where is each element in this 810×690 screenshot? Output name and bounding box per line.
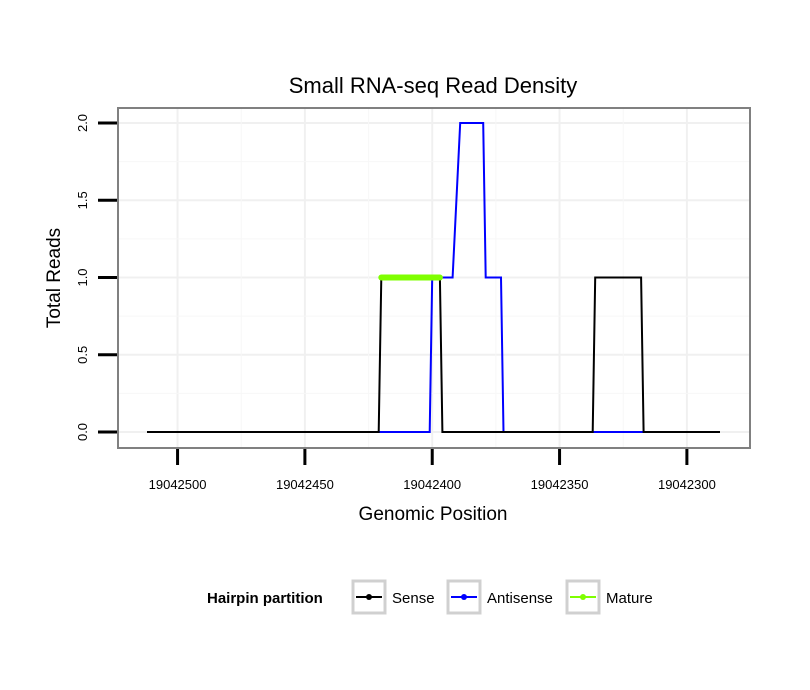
y-tick-label: 1.5	[75, 191, 90, 209]
series-line-sense	[147, 276, 720, 433]
chart-title: Small RNA-seq Read Density	[289, 73, 578, 98]
x-tick-label: 19042300	[658, 477, 716, 492]
y-tick-label: 2.0	[75, 114, 90, 132]
series-layer	[147, 122, 720, 433]
y-axis-label: Total Reads	[44, 228, 65, 328]
x-axis-ticks: 19042500 19042450 19042400 19042350 19042300	[149, 449, 716, 492]
x-tick-label: 19042350	[531, 477, 589, 492]
legend-key-mature-dot	[580, 594, 586, 600]
legend-label-sense: Sense	[392, 590, 435, 607]
x-tick-label: 19042500	[149, 477, 207, 492]
y-axis-ticks: 0.0 0.5 1.0 1.5 2.0	[75, 114, 117, 441]
legend-key-antisense-dot	[461, 594, 467, 600]
y-tick-label: 0.5	[75, 346, 90, 364]
x-tick-label: 19042450	[276, 477, 334, 492]
legend: Hairpin partition Sense Antisense Mature	[207, 579, 653, 615]
y-tick-label: 1.0	[75, 268, 90, 286]
y-tick-label: 0.0	[75, 423, 90, 441]
x-tick-label: 19042400	[403, 477, 461, 492]
legend-label-antisense: Antisense	[487, 590, 553, 607]
plot-border	[117, 107, 751, 449]
legend-label-mature: Mature	[606, 590, 653, 607]
legend-title: Hairpin partition	[207, 590, 323, 607]
legend-key-sense-dot	[366, 594, 372, 600]
x-axis-label: Genomic Position	[359, 504, 508, 525]
